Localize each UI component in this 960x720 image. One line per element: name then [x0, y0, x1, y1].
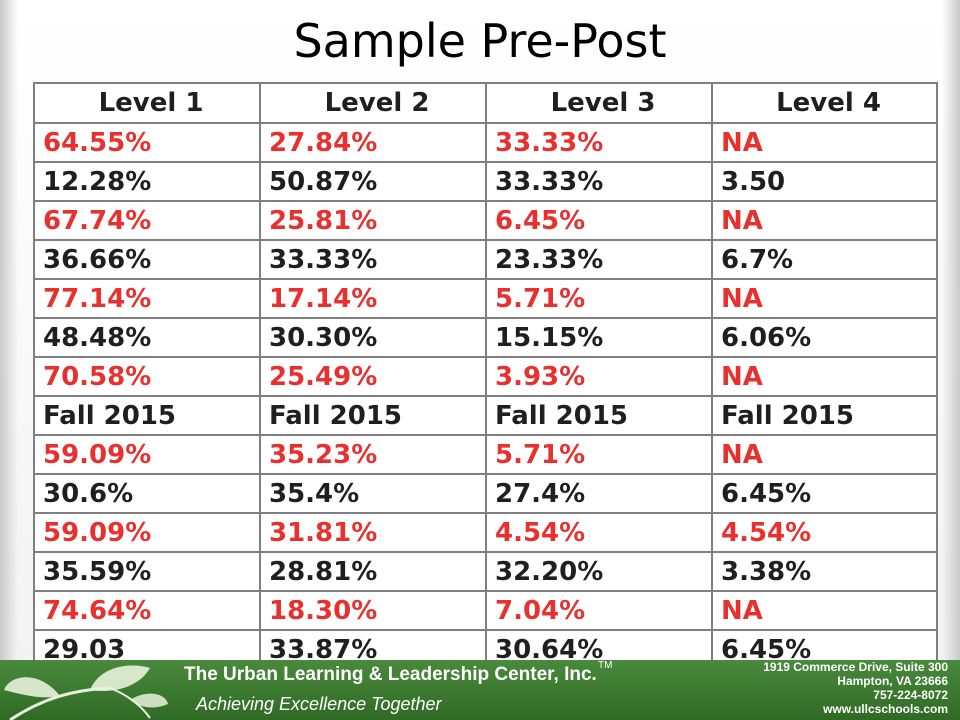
header-level-4: Level 4 — [711, 82, 938, 124]
address-line-1: 1919 Commerce Drive, Suite 300 — [763, 660, 948, 674]
table-row: 59.09% 31.81% 4.54% 4.54% — [33, 512, 938, 553]
table-cell-level-4: NA — [711, 278, 938, 319]
table-cell-level-3: 15.15% — [485, 317, 713, 358]
table-cell-level-4: 6.45% — [711, 473, 938, 514]
table-cell-level-2: 28.81% — [259, 551, 487, 592]
table-row: 74.64% 18.30% 7.04% NA — [33, 590, 938, 631]
table-cell-level-1: 59.09% — [33, 434, 261, 475]
table-cell-level-4: NA — [711, 122, 938, 163]
table-cell-level-3: 32.20% — [485, 551, 713, 592]
header-level-1: Level 1 — [33, 82, 261, 124]
results-table: Level 1 Level 2 Level 3 Level 4 64.55% 27… — [33, 82, 938, 670]
table-body: 64.55% 27.84% 33.33% NA 12.28% 50.87% 33.33% 3.… — [33, 122, 938, 670]
table-cell-level-2: Fall 2015 — [259, 395, 487, 436]
table-cell-level-1: 30.6% — [33, 473, 261, 514]
table-cell-level-3: 3.93% — [485, 356, 713, 397]
leaf-sprout-icon — [4, 665, 168, 720]
table-cell-level-4: NA — [711, 200, 938, 241]
table-cell-level-2: 18.30% — [259, 590, 487, 631]
table-cell-level-3: 4.54% — [485, 512, 713, 553]
table-cell-level-2: 27.84% — [259, 122, 487, 163]
table-cell-level-2: 30.30% — [259, 317, 487, 358]
table-cell-level-2: 35.4% — [259, 473, 487, 514]
table-cell-level-1: 48.48% — [33, 317, 261, 358]
table-row: 59.09% 35.23% 5.71% NA — [33, 434, 938, 475]
table-cell-level-4: NA — [711, 590, 938, 631]
table-row: 35.59% 28.81% 32.20% 3.38% — [33, 551, 938, 592]
table-row: 30.6% 35.4% 27.4% 6.45% — [33, 473, 938, 514]
table-cell-level-1: 74.64% — [33, 590, 261, 631]
table-cell-level-4: 4.54% — [711, 512, 938, 553]
table-cell-level-1: 64.55% — [33, 122, 261, 163]
table-cell-level-2: 25.49% — [259, 356, 487, 397]
table-cell-level-1: Fall 2015 — [33, 395, 261, 436]
table-cell-level-4: 6.7% — [711, 239, 938, 280]
table-row: 48.48% 30.30% 15.15% 6.06% — [33, 317, 938, 358]
table-cell-level-1: 67.74% — [33, 200, 261, 241]
table-cell-level-1: 12.28% — [33, 161, 261, 202]
table-row: 36.66% 33.33% 23.33% 6.7% — [33, 239, 938, 280]
table-cell-level-2: 35.23% — [259, 434, 487, 475]
table-cell-level-3: Fall 2015 — [485, 395, 713, 436]
table-cell-level-2: 50.87% — [259, 161, 487, 202]
organization-tagline: Achieving Excellence Together — [196, 694, 442, 714]
table-cell-level-1: 77.14% — [33, 278, 261, 319]
table-cell-level-4: 3.50 — [711, 161, 938, 202]
table-cell-level-2: 25.81% — [259, 200, 487, 241]
table-cell-level-4: 3.38% — [711, 551, 938, 592]
footer-banner: The Urban Learning & Leadership Center, … — [0, 660, 960, 720]
right-edge-shade — [942, 0, 960, 660]
phone-number: 757-224-8072 — [873, 688, 948, 702]
table-cell-level-4: 6.06% — [711, 317, 938, 358]
slide-title: Sample Pre-Post — [293, 14, 667, 68]
table-cell-level-3: 27.4% — [485, 473, 713, 514]
table-row: 12.28% 50.87% 33.33% 3.50 — [33, 161, 938, 202]
contact-address: 1919 Commerce Drive, Suite 300 Hampton, … — [688, 660, 948, 716]
table-cell-level-2: 31.81% — [259, 512, 487, 553]
table-cell-level-3: 5.71% — [485, 434, 713, 475]
table-cell-level-3: 23.33% — [485, 239, 713, 280]
table-cell-level-3: 33.33% — [485, 122, 713, 163]
trademark-mark: TM — [598, 660, 613, 671]
header-level-2: Level 2 — [259, 82, 487, 124]
table-cell-level-1: 70.58% — [33, 356, 261, 397]
table-cell-level-1: 36.66% — [33, 239, 261, 280]
table-cell-level-4: NA — [711, 356, 938, 397]
table-cell-level-1: 59.09% — [33, 512, 261, 553]
table-row: 70.58% 25.49% 3.93% NA — [33, 356, 938, 397]
table-cell-level-2: 17.14% — [259, 278, 487, 319]
table-row: 77.14% 17.14% 5.71% NA — [33, 278, 938, 319]
table-cell-level-3: 5.71% — [485, 278, 713, 319]
table-row: 67.74% 25.81% 6.45% NA — [33, 200, 938, 241]
address-line-2: Hampton, VA 23666 — [837, 674, 948, 688]
table-cell-level-3: 33.33% — [485, 161, 713, 202]
results-table-container: Level 1 Level 2 Level 3 Level 4 64.55% 27… — [33, 82, 938, 670]
table-cell-level-2: 33.33% — [259, 239, 487, 280]
table-header-row: Level 1 Level 2 Level 3 Level 4 — [33, 82, 938, 124]
header-level-3: Level 3 — [485, 82, 713, 124]
table-cell-level-3: 6.45% — [485, 200, 713, 241]
table-row: Fall 2015 Fall 2015 Fall 2015 Fall 2015 — [33, 395, 938, 436]
table-cell-level-1: 35.59% — [33, 551, 261, 592]
table-cell-level-4: Fall 2015 — [711, 395, 938, 436]
table-cell-level-4: NA — [711, 434, 938, 475]
website-url: www.ullcschools.com — [823, 702, 948, 716]
left-edge-shade — [0, 0, 18, 660]
table-row: 64.55% 27.84% 33.33% NA — [33, 122, 938, 163]
table-cell-level-3: 7.04% — [485, 590, 713, 631]
organization-name: The Urban Learning & Leadership Center, … — [184, 664, 597, 685]
